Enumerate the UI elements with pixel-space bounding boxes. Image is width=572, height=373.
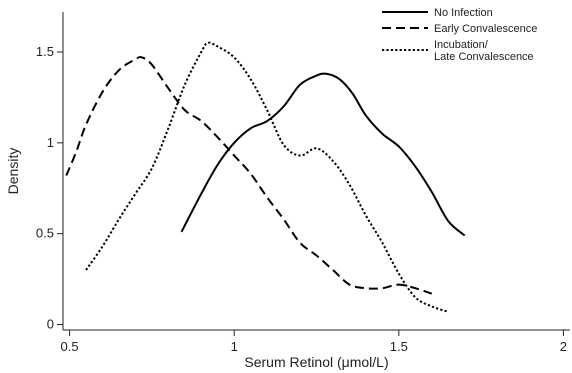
- series-early-convalescence: [65, 56, 433, 295]
- legend-entry-incubation-late-convalescence: Incubation/Late Convalescence: [382, 39, 534, 63]
- axes: 0.5 1 1.5 2 0 0.5 1 1.5: [36, 12, 570, 354]
- legend-entry-no-infection: No Infection: [382, 7, 493, 19]
- y-axis-label: Density: [5, 148, 21, 195]
- x-tick-label: 1.5: [390, 339, 408, 354]
- y-tick-label: 0.5: [36, 226, 54, 241]
- series-no-infection: [180, 72, 466, 237]
- legend-label: Incubation/Late Convalescence: [434, 39, 534, 63]
- y-tick-label: 1: [47, 135, 54, 150]
- x-tick-label: 1: [231, 339, 238, 354]
- legend: No Infection Early Convalescence Incubatio…: [382, 7, 537, 63]
- legend-label: No Infection: [434, 7, 493, 19]
- series-group: [65, 41, 466, 313]
- legend-label: Early Convalescence: [434, 23, 537, 35]
- y-tick-label: 0: [47, 317, 54, 332]
- x-tick-label: 2: [560, 339, 567, 354]
- series-incubation-late-convalescence: [85, 41, 449, 313]
- x-axis-label: Serum Retinol (μmol/L): [244, 354, 388, 370]
- legend-entry-early-convalescence: Early Convalescence: [382, 23, 537, 35]
- x-tick-label: 0.5: [61, 339, 79, 354]
- y-tick-label: 1.5: [36, 44, 54, 59]
